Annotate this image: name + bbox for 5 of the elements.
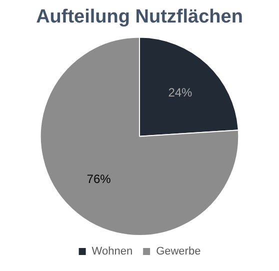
data-label: 24% xyxy=(168,85,193,100)
legend-label: Gewerbe xyxy=(156,246,201,258)
legend-label: Wohnen xyxy=(92,246,133,258)
data-label: 76% xyxy=(86,172,112,186)
chart-title: Aufteilung Nutzflächen xyxy=(36,6,243,28)
